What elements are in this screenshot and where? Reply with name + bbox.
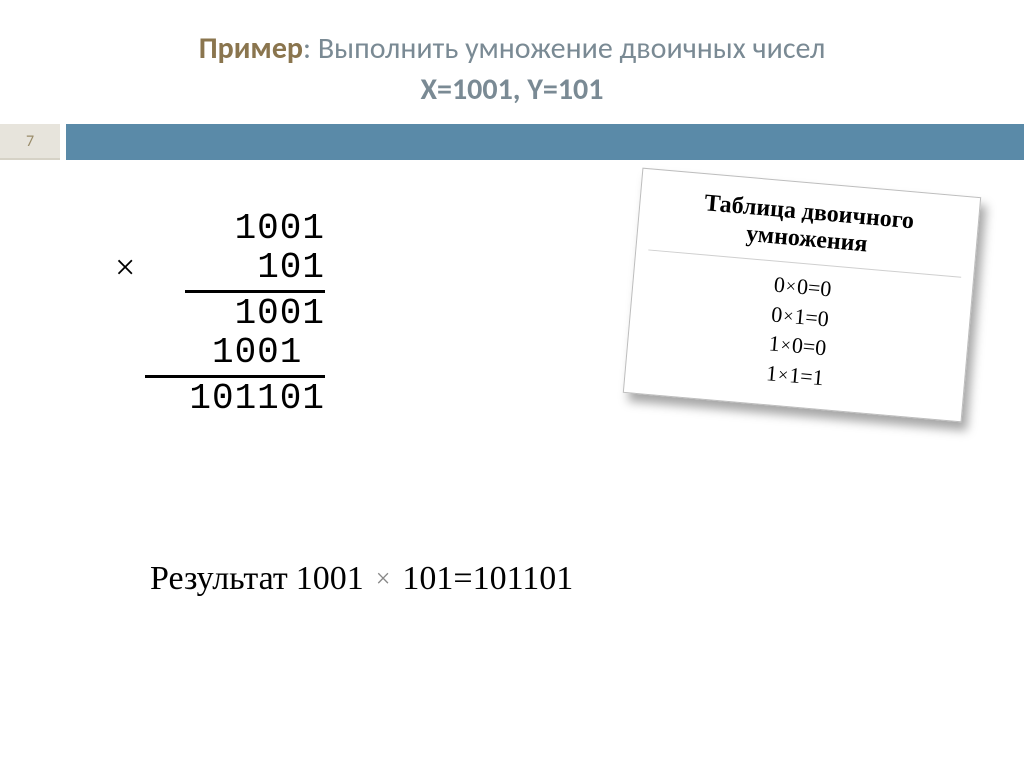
cell-b: 1 [793,303,806,329]
result-label: Результат [150,560,288,598]
cell-r: 0 [819,276,832,302]
header-bar [66,124,1024,160]
title-block: Пример: Выполнить умножение двоичных чис… [0,0,1024,120]
card-body: 0×0=0 0×1=0 1×0=0 1×1=1 [635,258,962,404]
partial-1: 1001 [145,295,325,334]
result-rhs: 101=101101 [402,560,573,598]
cell-b: 0 [791,333,804,359]
cell-r: 1 [812,364,825,390]
cell-r: 0 [817,305,830,331]
title-line1: Пример: Выполнить умножение двоичных чис… [40,30,984,67]
cell-b: 1 [788,362,801,388]
truth-table-card: Таблица двоичного умножения 0×0=0 0×1=0 … [623,168,981,423]
mult-result: 101101 [145,380,325,419]
header-bar-row: 7 [0,124,1024,160]
operand-2: 101 [145,249,325,288]
title-rest: : Выполнить умножение двоичных чисел [303,30,825,67]
slide: Пример: Выполнить умножение двоичных чис… [0,0,1024,768]
result-lhs: 1001 [296,560,364,598]
title-lead: Пример [199,30,303,67]
multiply-sign-icon: × [115,246,135,288]
multiplication-work: × 1001 101 1001 1001 101101 [115,210,375,418]
result-line: Результат 1001 × 101=101101 [150,560,573,598]
cell-b: 0 [796,274,809,300]
partial-2: 1001 [145,334,325,373]
multiply-sign-faint-icon: × [376,564,391,594]
operand-1: 1001 [145,210,325,249]
title-sub: X=1001, Y=101 [40,71,984,108]
page-number-tab: 7 [0,124,60,160]
cell-r: 0 [814,335,827,361]
